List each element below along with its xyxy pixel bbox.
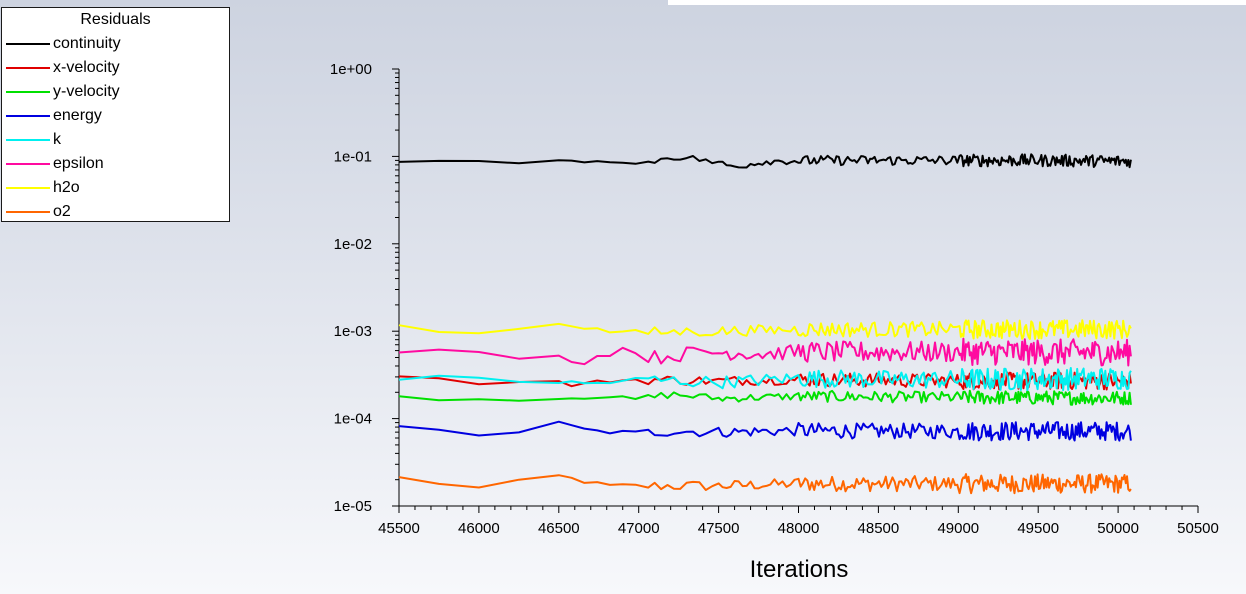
series-line-h2o	[398, 319, 1132, 340]
y-tick-label: 1e-01	[334, 148, 372, 165]
y-tick-label: 1e-03	[334, 323, 372, 340]
legend-item-x-velocity: x-velocity	[6, 58, 226, 78]
legend-label-epsilon: epsilon	[53, 155, 104, 172]
legend-item-o2: o2	[6, 202, 226, 222]
x-tick-label: 48000	[778, 520, 820, 537]
legend-label-k: k	[53, 131, 61, 148]
chart-series-layer	[398, 153, 1132, 495]
legend-item-h2o: h2o	[6, 178, 226, 198]
legend-swatch-x-velocity	[6, 67, 50, 69]
x-tick-label: 45500	[378, 520, 420, 537]
legend-swatch-energy	[6, 115, 50, 117]
legend-swatch-h2o	[6, 187, 50, 189]
legend-item-continuity: continuity	[6, 34, 226, 54]
legend-swatch-epsilon	[6, 163, 50, 165]
legend-item-y-velocity: y-velocity	[6, 82, 226, 102]
y-tick-label: 1e-02	[334, 236, 372, 253]
residuals-legend: Residuals continuity x-velocity y-veloci…	[1, 7, 230, 222]
chart-axes: 1e+00 1e-01 1e-02 1e-03 1e-04 1e-05 45500 46000…	[330, 61, 1219, 537]
legend-label-o2: o2	[53, 203, 71, 220]
top-white-strip	[668, 0, 1246, 5]
x-tick-label: 47000	[618, 520, 660, 537]
x-tick-label: 47500	[698, 520, 740, 537]
x-tick-label: 50500	[1177, 520, 1219, 537]
legend-label-h2o: h2o	[53, 179, 80, 196]
series-line-continuity	[398, 153, 1132, 169]
legend-swatch-continuity	[6, 43, 50, 45]
legend-item-k: k	[6, 130, 226, 150]
legend-label-x-velocity: x-velocity	[53, 59, 120, 76]
legend-swatch-y-velocity	[6, 91, 50, 93]
x-axis-title: Iterations	[750, 556, 849, 583]
series-line-energy	[398, 420, 1132, 442]
legend-label-y-velocity: y-velocity	[53, 83, 120, 100]
legend-label-energy: energy	[53, 107, 102, 124]
x-tick-label: 49500	[1017, 520, 1059, 537]
series-line-o2	[398, 473, 1132, 495]
legend-swatch-o2	[6, 211, 50, 213]
legend-item-energy: energy	[6, 106, 226, 126]
legend-title: Residuals	[80, 11, 151, 28]
x-tick-label: 46000	[458, 520, 500, 537]
x-tick-label: 49000	[937, 520, 979, 537]
y-tick-label: 1e+00	[330, 61, 372, 78]
series-line-epsilon	[398, 337, 1132, 367]
y-tick-label: 1e-05	[334, 498, 372, 515]
legend-item-epsilon: epsilon	[6, 154, 226, 174]
legend-label-continuity: continuity	[53, 35, 121, 52]
series-line-y-velocity	[398, 389, 1132, 406]
x-tick-label: 48500	[858, 520, 900, 537]
legend-swatch-k	[6, 139, 50, 141]
series-line-k	[398, 367, 1132, 392]
x-tick-label: 50000	[1097, 520, 1139, 537]
y-tick-label: 1e-04	[334, 411, 372, 428]
x-tick-label: 46500	[538, 520, 580, 537]
